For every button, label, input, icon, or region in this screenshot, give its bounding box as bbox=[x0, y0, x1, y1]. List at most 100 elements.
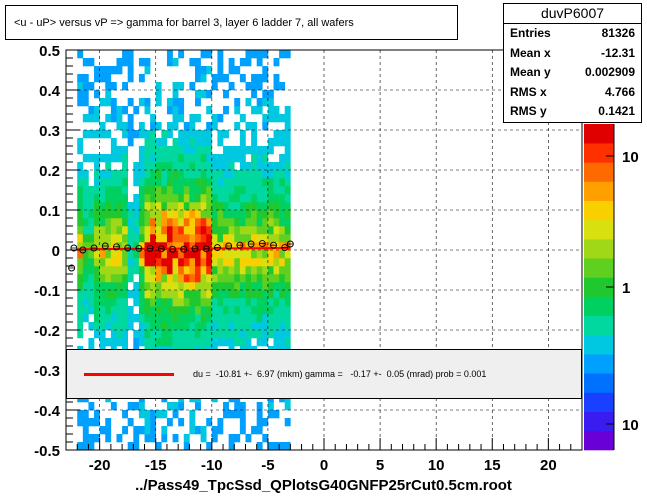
heatmap-cell bbox=[178, 322, 185, 331]
heatmap-cell bbox=[138, 282, 145, 291]
heatmap-cell bbox=[82, 306, 89, 315]
heatmap-cell bbox=[189, 298, 196, 307]
heatmap-cell bbox=[172, 114, 179, 123]
heatmap-cell bbox=[122, 426, 128, 435]
heatmap-cell bbox=[211, 274, 218, 283]
heatmap-cell bbox=[211, 226, 218, 235]
color-scale-bin bbox=[584, 239, 614, 259]
heatmap-cell bbox=[262, 234, 269, 243]
heatmap-cell bbox=[267, 202, 274, 211]
heatmap-cell bbox=[223, 154, 229, 163]
heatmap-cell bbox=[206, 90, 213, 99]
heatmap-cell bbox=[183, 298, 190, 307]
heatmap-cell bbox=[200, 298, 207, 307]
stats-label: Mean x bbox=[510, 45, 551, 60]
heatmap-cell bbox=[279, 274, 286, 283]
heatmap-cell bbox=[144, 202, 151, 211]
heatmap-cell bbox=[116, 170, 123, 179]
heatmap-cell bbox=[273, 202, 280, 211]
heatmap-cell bbox=[178, 226, 185, 235]
heatmap-cell bbox=[273, 194, 280, 203]
heatmap-cell bbox=[200, 242, 207, 251]
heatmap-cell bbox=[239, 178, 246, 187]
heatmap-cell bbox=[172, 434, 179, 443]
heatmap-cell bbox=[189, 82, 196, 91]
heatmap-cell bbox=[245, 58, 252, 67]
heatmap-cell bbox=[88, 58, 95, 67]
profile-point bbox=[124, 244, 132, 252]
heatmap-cell bbox=[228, 338, 235, 347]
heatmap-cell bbox=[166, 122, 173, 131]
heatmap-cell bbox=[217, 314, 224, 323]
heatmap-cell bbox=[211, 218, 218, 227]
heatmap-cell bbox=[144, 250, 151, 259]
heatmap-cell bbox=[138, 98, 145, 107]
profile-point bbox=[180, 245, 188, 253]
heatmap-cell bbox=[267, 266, 274, 275]
heatmap-cell bbox=[133, 106, 140, 115]
heatmap-cell bbox=[144, 418, 151, 427]
heatmap-cell bbox=[279, 210, 286, 219]
heatmap-cell bbox=[279, 186, 286, 195]
heatmap-cell bbox=[267, 218, 274, 227]
heatmap-cell bbox=[144, 66, 151, 75]
heatmap-cell bbox=[234, 298, 241, 307]
heatmap-cell bbox=[273, 138, 280, 147]
heatmap-cell bbox=[150, 194, 157, 203]
heatmap-cell bbox=[189, 290, 196, 299]
heatmap-cell bbox=[267, 178, 274, 187]
heatmap-cell bbox=[99, 306, 106, 315]
heatmap-cell bbox=[155, 162, 162, 171]
heatmap-cell bbox=[138, 274, 145, 283]
heatmap-cell bbox=[279, 202, 286, 211]
heatmap-cell bbox=[267, 234, 274, 243]
heatmap-cell bbox=[234, 250, 241, 259]
heatmap-cell bbox=[189, 202, 196, 211]
heatmap-cell bbox=[256, 146, 263, 155]
heatmap-cell bbox=[200, 274, 207, 283]
heatmap-cell bbox=[279, 234, 286, 243]
heatmap-cell bbox=[138, 234, 145, 243]
heatmap-cell bbox=[127, 274, 134, 283]
heatmap-cell bbox=[88, 322, 95, 331]
heatmap-cell bbox=[178, 266, 185, 275]
heatmap-cell bbox=[262, 242, 269, 251]
heatmap-cell bbox=[105, 226, 112, 235]
heatmap-cell bbox=[284, 418, 291, 427]
y-tick-label: 0 bbox=[52, 243, 60, 260]
heatmap-cell bbox=[239, 226, 246, 235]
x-tick-label: 0 bbox=[320, 457, 328, 474]
heatmap-cell bbox=[217, 186, 224, 195]
heatmap-cell bbox=[166, 234, 173, 243]
heatmap-cell bbox=[133, 178, 140, 187]
heatmap-cell bbox=[256, 234, 263, 243]
heatmap-cell bbox=[178, 170, 185, 179]
heatmap-cell bbox=[88, 194, 95, 203]
heatmap-cell bbox=[273, 210, 280, 219]
heatmap-cell bbox=[105, 290, 112, 299]
heatmap-cell bbox=[105, 82, 112, 91]
heatmap-cell bbox=[206, 106, 213, 115]
heatmap-cell bbox=[94, 114, 100, 123]
heatmap-cell bbox=[99, 226, 106, 235]
heatmap-cell bbox=[211, 322, 218, 331]
heatmap-cell bbox=[144, 426, 151, 435]
heatmap-cell bbox=[155, 90, 162, 99]
y-tick-label: 0.2 bbox=[39, 163, 60, 180]
heatmap-cell bbox=[110, 290, 117, 299]
heatmap-cell bbox=[273, 298, 280, 307]
heatmap-cell bbox=[234, 66, 241, 75]
heatmap-cell bbox=[133, 330, 140, 339]
heatmap-cell bbox=[178, 130, 185, 139]
heatmap-cell bbox=[217, 138, 224, 147]
heatmap-cell bbox=[234, 306, 241, 315]
heatmap-cell bbox=[99, 178, 106, 187]
heatmap-cell bbox=[189, 338, 196, 347]
heatmap-cell bbox=[183, 154, 190, 163]
heatmap-cell bbox=[155, 298, 162, 307]
heatmap-cell bbox=[105, 74, 112, 83]
profile-point bbox=[213, 244, 221, 252]
heatmap-cell bbox=[262, 210, 269, 219]
heatmap-cell bbox=[88, 154, 95, 163]
heatmap-cell bbox=[105, 66, 112, 75]
